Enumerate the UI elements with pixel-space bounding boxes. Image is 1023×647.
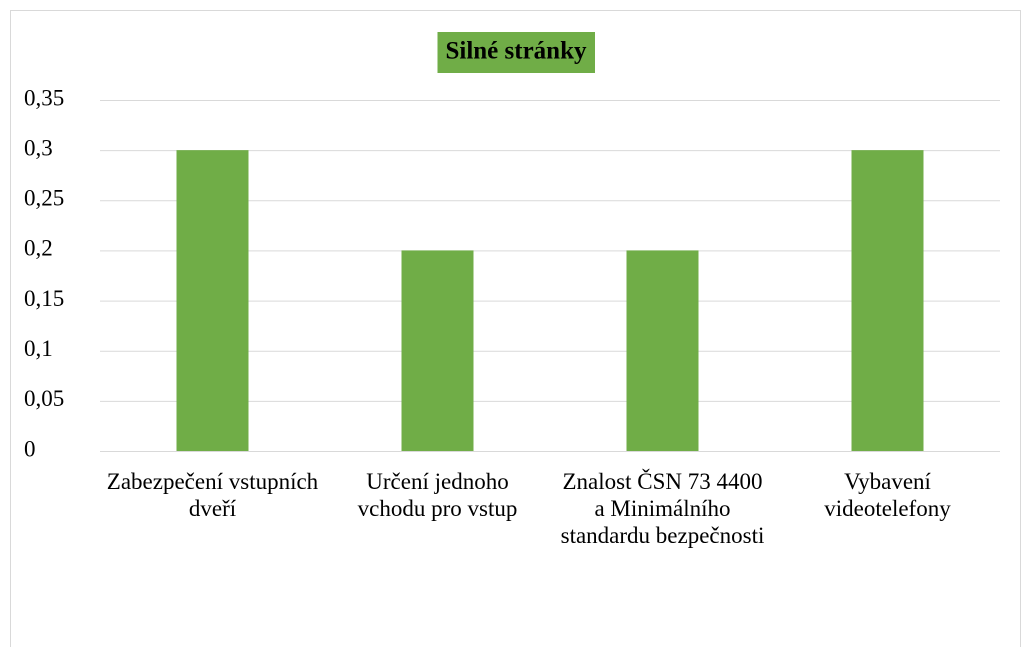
bar <box>401 250 474 451</box>
y-tick-label: 0 <box>24 436 36 461</box>
chart-border <box>10 10 1021 647</box>
y-tick-label: 0,15 <box>24 286 64 311</box>
y-tick-label: 0,25 <box>24 186 64 211</box>
y-tick-label: 0,05 <box>24 386 64 411</box>
x-tick-label: Určení jednoho vchodu pro vstup <box>357 469 518 521</box>
x-tick-label: Zabezpečení vstupních dveří <box>106 469 319 521</box>
title-background <box>437 32 595 73</box>
chart-title: Silné stránky <box>445 38 587 65</box>
y-tick-label: 0,1 <box>24 336 53 361</box>
x-tick-label: Znalost ČSN 73 4400 a Minimálního standa… <box>560 469 765 548</box>
y-tick-label: 0,35 <box>24 85 64 110</box>
x-tick-label: Vybavení videotelefony <box>824 469 951 521</box>
bar <box>626 250 699 451</box>
bar <box>176 150 249 451</box>
bar <box>851 150 924 451</box>
y-tick-label: 0,2 <box>24 236 53 261</box>
y-tick-label: 0,3 <box>24 135 53 160</box>
